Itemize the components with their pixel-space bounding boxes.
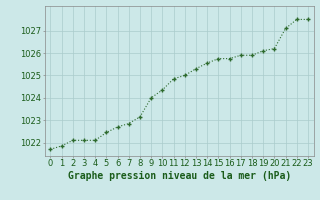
X-axis label: Graphe pression niveau de la mer (hPa): Graphe pression niveau de la mer (hPa) <box>68 171 291 181</box>
